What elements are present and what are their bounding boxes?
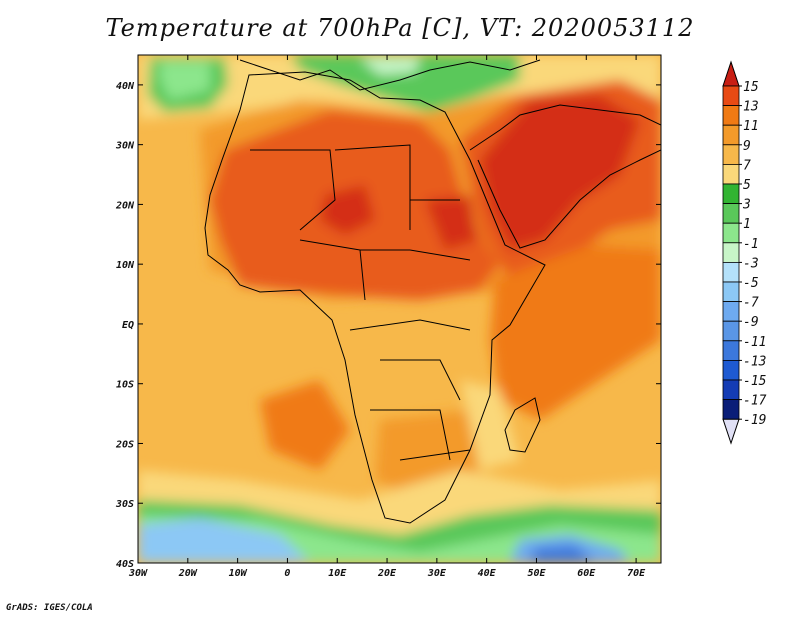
colorbar-label: 13	[743, 100, 759, 115]
colorbar-label: 15	[743, 80, 759, 95]
colorbar-label: -5	[743, 276, 759, 291]
lon-tick-label: 60E	[577, 568, 596, 579]
colorbar-label: 1	[743, 217, 751, 232]
axis-ticks	[137, 55, 661, 564]
lat-tick-label: EQ	[122, 320, 134, 331]
plot-frame	[137, 54, 662, 564]
africa-coastline	[204, 71, 546, 524]
colorbar-swatch	[722, 124, 740, 146]
colorbar-swatch	[722, 281, 740, 303]
blue-area-southwest	[138, 518, 310, 563]
colorbar-label: 5	[743, 178, 751, 193]
colorbar-swatch	[722, 163, 740, 185]
colorbar-bottom-arrow	[722, 418, 740, 445]
pale-green-med	[360, 58, 420, 75]
lon-tick-label: 20E	[377, 568, 397, 579]
lat-tick-label: 40N	[116, 81, 135, 92]
arabia-coastline	[469, 104, 661, 249]
lat-tick-label: 10N	[116, 260, 135, 271]
colorbar-label: 9	[743, 139, 751, 154]
hottest-area-west-sahara	[320, 185, 375, 235]
colorbar-label: -13	[743, 354, 766, 369]
country-borders	[250, 144, 471, 461]
lon-tick-label: 40E	[478, 568, 497, 579]
colorbar-swatch	[722, 183, 740, 205]
colorbar-swatch	[722, 301, 740, 322]
colorbar-label: 7	[743, 158, 751, 173]
madagascar-coastline	[504, 397, 541, 453]
colorbar-swatch	[722, 359, 740, 381]
colorbar-top-arrow	[722, 60, 740, 87]
colorbar: 15 13 11 9 7 5 3 1 -1 -3 -5 -7 -9 -11 -13 -15 -17 -19	[722, 60, 767, 445]
dark-blue-southeast	[530, 545, 595, 563]
colorbar-label: -19	[743, 413, 766, 428]
colorbar-label: -7	[743, 296, 759, 311]
lon-tick-label: 0	[284, 568, 290, 579]
hottest-area-sudan	[425, 195, 478, 250]
lon-tick-label: 50E	[527, 568, 546, 579]
axis-labels: 30W 20W 10W 0 10E 20E 30E 40E 50E 60E 70E 40S 30S 20S…	[115, 81, 646, 579]
colorbar-label: 11	[743, 119, 759, 134]
colorbar-swatch	[722, 105, 740, 126]
colorbar-swatch	[722, 242, 740, 263]
lat-tick-label: 30N	[115, 141, 135, 152]
colorbar-swatch	[722, 320, 740, 342]
colorbar-swatch	[722, 85, 740, 107]
warm-area-east-ocean	[490, 245, 661, 420]
coastlines	[204, 59, 661, 524]
map-title: Temperature at 700hPa [C], VT: 202005311…	[105, 14, 695, 42]
colorbar-label: 3	[742, 198, 751, 213]
colorbar-swatch	[722, 261, 740, 283]
lat-tick-label: 30S	[115, 499, 134, 510]
green-area-mediterranean	[290, 55, 520, 112]
lon-tick-label: 10W	[229, 568, 248, 579]
lat-tick-label: 10S	[116, 380, 134, 391]
hottest-area-arabia	[480, 95, 640, 250]
light-green-atlantic	[160, 62, 210, 100]
colorbar-label: -1	[743, 237, 759, 252]
colorbar-swatch	[722, 203, 740, 224]
colorbar-label: -17	[743, 394, 767, 409]
colorbar-label: -9	[743, 315, 759, 330]
lat-tick-label: 20S	[115, 439, 134, 450]
warm-area-south-atlantic	[260, 380, 350, 470]
colorbar-swatch	[722, 379, 740, 401]
pale-area-madagascar	[460, 380, 520, 470]
lat-tick-label: 40S	[116, 559, 134, 570]
colorbar-label: -3	[743, 256, 759, 271]
lon-tick-label: 30E	[427, 568, 447, 579]
temperature-field	[138, 55, 661, 563]
colorbar-label: -11	[743, 335, 766, 350]
colorbar-swatch	[722, 144, 740, 165]
lon-tick-label: 70E	[627, 568, 646, 579]
lon-tick-label: 10E	[328, 568, 347, 579]
colorbar-label: -15	[743, 374, 767, 389]
credit-label: GrADS: IGES/COLA	[6, 603, 93, 613]
europe-coastline	[239, 59, 541, 91]
colorbar-swatch	[722, 222, 740, 244]
colorbar-swatch	[722, 399, 740, 420]
lon-tick-label: 20W	[178, 568, 198, 579]
lat-tick-label: 20N	[115, 200, 135, 211]
lon-tick-label: 30W	[128, 568, 148, 579]
colorbar-swatch	[722, 340, 740, 361]
